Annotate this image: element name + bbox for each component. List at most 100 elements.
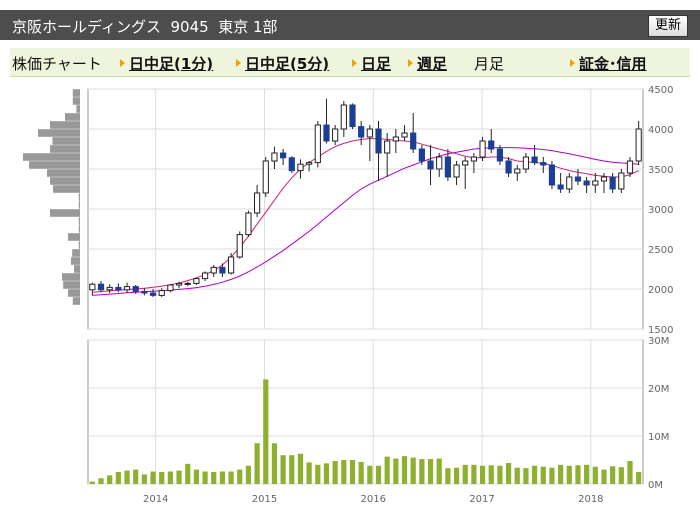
volume-profile [23, 89, 80, 305]
volume-bar [133, 469, 139, 484]
candle-body [262, 160, 269, 194]
candle [358, 121, 365, 145]
volume-bar [505, 462, 512, 484]
volume-bar [549, 467, 555, 484]
volume-profile-bar [78, 201, 80, 209]
nav-item-3[interactable]: 日足 [352, 53, 391, 74]
candle [505, 157, 512, 177]
candle [271, 146, 278, 169]
volume-bar [540, 466, 546, 484]
candle-body [314, 124, 321, 164]
arrow-right-icon [408, 59, 413, 67]
candle-body [418, 148, 425, 162]
volume-bar [245, 465, 252, 484]
volume-bar [219, 471, 226, 484]
volume-profile-bar [78, 241, 80, 249]
candle-body [488, 140, 495, 150]
candle [618, 169, 625, 193]
candle [427, 145, 434, 185]
candle [254, 185, 261, 217]
nav-item-4[interactable]: 週足 [408, 53, 447, 74]
nav-item-label: 証金･信用 [579, 55, 647, 73]
candle [262, 157, 269, 197]
volume-bar [618, 467, 624, 484]
volume-panel: 30M 20M 10M 0M [87, 336, 669, 491]
candle [97, 281, 105, 293]
candle-body [306, 162, 313, 165]
arrow-right-icon [570, 59, 575, 67]
candle-body [210, 266, 217, 274]
nav-item-6[interactable]: 証金･信用 [570, 53, 647, 74]
candle [201, 271, 209, 281]
nav-item-1[interactable]: 日中足(1分) [120, 53, 213, 74]
volume-profile-bar [50, 209, 80, 217]
y-tick-label: 3000 [648, 205, 673, 216]
volume-bar [393, 458, 399, 484]
candle [123, 282, 131, 293]
candle-body [557, 184, 564, 190]
chart-nav: 株価チャート 日中足(1分) 日中足(5分) 日足 週足 月足 証金･信用 [10, 48, 690, 77]
y-tick-label: 1500 [648, 325, 673, 336]
volume-profile-bar [29, 161, 80, 169]
x-tick-label: 2014 [143, 494, 168, 505]
volume-bar [592, 466, 598, 484]
volume-profile-bar [72, 97, 80, 105]
candle-body [227, 256, 235, 274]
candle [531, 145, 538, 165]
candle [522, 153, 530, 173]
volume-bar [610, 466, 616, 484]
candle-body [384, 140, 391, 154]
volume-profile-bar [68, 233, 80, 241]
volume-bar [332, 460, 338, 484]
candle-body [479, 140, 486, 158]
candle [219, 263, 226, 277]
refresh-button[interactable]: 更新 [647, 15, 688, 37]
candle [436, 153, 443, 177]
candle [635, 121, 642, 165]
volume-bar [558, 464, 564, 484]
candle-body [288, 157, 295, 172]
candle [453, 161, 460, 185]
candle [470, 153, 477, 173]
volume-bar [445, 468, 451, 484]
candle-body [340, 104, 347, 130]
candle [306, 161, 313, 172]
candle-body [470, 156, 477, 162]
nav-item-label: 株価チャート [12, 55, 102, 73]
nav-item-label: 日足 [361, 55, 392, 73]
candle [488, 129, 495, 153]
candle-body [149, 292, 157, 296]
volume-bar [584, 464, 590, 484]
candle-body [566, 176, 573, 190]
y-tick-label: 3500 [648, 165, 673, 176]
nav-item-2[interactable]: 日中足(5分) [236, 53, 329, 74]
candle-body [375, 128, 382, 154]
volume-profile-bar [53, 185, 80, 193]
candle [375, 121, 382, 181]
stock-title: 京阪ホールディングス 9045 東京 1部 [12, 18, 278, 36]
x-tick-label: 2015 [252, 494, 277, 505]
candle-body [514, 168, 521, 174]
volume-profile-bar [71, 257, 80, 265]
candle-body [254, 192, 261, 214]
volume-bar [401, 456, 408, 484]
nav-item-label: 月足 [474, 55, 505, 73]
volume-profile-bar [78, 193, 80, 201]
candle [384, 133, 391, 177]
candle [479, 137, 486, 161]
volume-bar [167, 471, 173, 484]
candle [106, 284, 113, 293]
candle [297, 159, 304, 179]
candle-body [193, 278, 200, 284]
nav-item-label: 週足 [417, 55, 448, 73]
nav-item-5: 月足 [474, 53, 504, 74]
candle [280, 149, 287, 165]
nav-item-label: 日中足(1分) [129, 55, 214, 73]
volume-bar [297, 453, 304, 484]
volume-bar [471, 464, 477, 484]
volume-bar [384, 456, 390, 484]
candle-body [436, 156, 443, 170]
volume-profile-bar [68, 289, 80, 297]
candle-body [540, 162, 547, 166]
candle [392, 129, 399, 153]
